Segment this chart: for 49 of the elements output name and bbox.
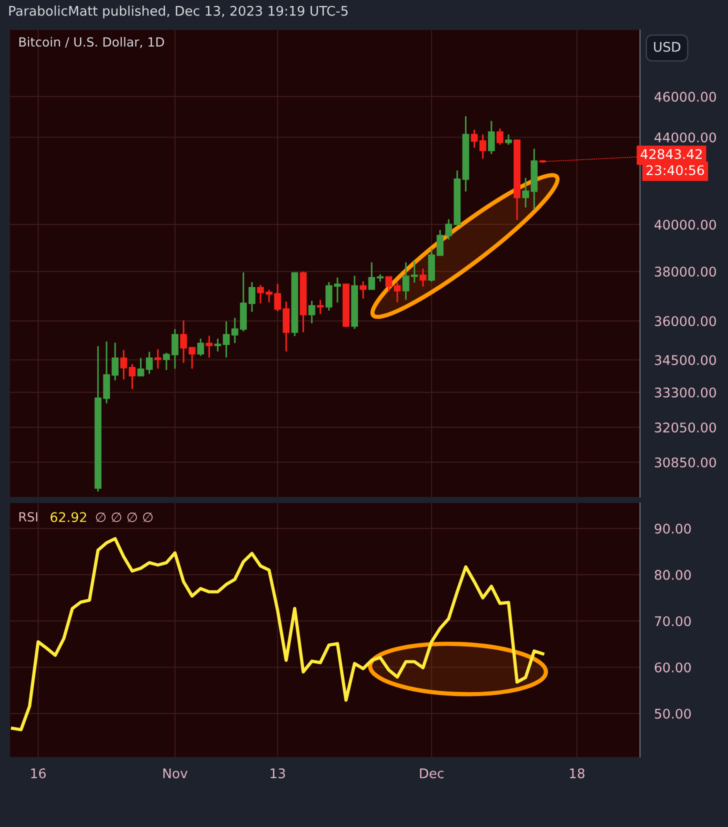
text: USD bbox=[654, 42, 680, 52]
chart-subtitle: ParabolicMatt published, Dec 13, 2023 19:19 UTC-5 bbox=[9, 6, 348, 18]
candlestick bbox=[120, 349, 128, 380]
y-tick-label: 90.00 bbox=[654, 524, 691, 534]
text: 23:40:56 bbox=[646, 165, 704, 176]
y-tick-label: 34500.00 bbox=[654, 355, 716, 366]
x-tick-label: Dec bbox=[420, 768, 444, 778]
y-tick-label: 80.00 bbox=[654, 570, 691, 580]
candlestick bbox=[420, 268, 426, 288]
candlestick bbox=[222, 320, 230, 358]
candlestick bbox=[206, 335, 213, 358]
candlestick bbox=[394, 282, 401, 304]
y-tick-label: 70.00 bbox=[654, 616, 691, 626]
y-tick-label: 38000.00 bbox=[654, 266, 716, 277]
x-tick-label: Nov bbox=[163, 768, 188, 778]
y-tick-label: 44000.00 bbox=[654, 132, 716, 142]
chart-title: Bitcoin / U.S. Dollar, 1D bbox=[19, 37, 164, 48]
candlestick bbox=[128, 363, 136, 390]
x-tick-label: 18 bbox=[570, 768, 584, 778]
y-tick-label: 50.00 bbox=[654, 708, 691, 719]
x-tick-label: 16 bbox=[31, 768, 46, 778]
annotation: 42843.42 bbox=[640, 149, 702, 160]
candlestick bbox=[488, 120, 495, 155]
line-series bbox=[10, 537, 544, 732]
candlestick bbox=[470, 129, 478, 148]
candlestick bbox=[197, 338, 204, 357]
candlestick bbox=[385, 276, 392, 292]
candlestick bbox=[214, 338, 222, 352]
y-tick-label: 32050.00 bbox=[654, 422, 716, 432]
x-tick-label: 13 bbox=[270, 768, 285, 778]
y-tick-label: 33300.00 bbox=[654, 388, 716, 398]
candlestick bbox=[137, 357, 144, 377]
y-tick-label: 46000.00 bbox=[654, 92, 716, 102]
candlestick bbox=[308, 300, 316, 324]
candlestick bbox=[316, 299, 324, 315]
candlestick bbox=[154, 348, 162, 370]
y-tick-label: 60.00 bbox=[654, 662, 691, 672]
candlestick bbox=[479, 134, 486, 160]
y-tick-label: 36000.00 bbox=[654, 316, 716, 326]
candlestick bbox=[496, 128, 504, 146]
y-tick-label: 40000.00 bbox=[654, 220, 716, 230]
annotation: 62.92 bbox=[50, 512, 86, 522]
candlestick bbox=[146, 351, 153, 375]
annotation: ∅ ∅ ∅ ∅ bbox=[96, 512, 153, 522]
candlestick bbox=[360, 280, 367, 300]
y-tick-label: 30850.00 bbox=[654, 457, 716, 468]
candlestick bbox=[368, 262, 376, 290]
candlestick bbox=[505, 134, 512, 146]
text: RSI bbox=[19, 512, 38, 522]
